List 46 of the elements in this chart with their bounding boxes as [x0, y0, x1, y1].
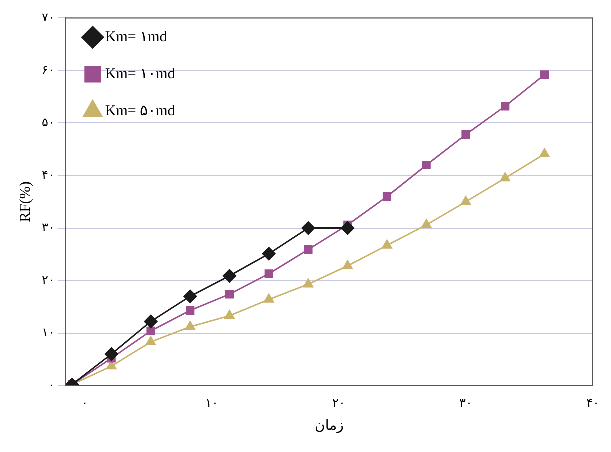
x-tick-label: ۳۰	[460, 396, 472, 410]
point	[262, 247, 276, 261]
point	[342, 260, 353, 270]
point	[264, 294, 274, 303]
point	[224, 310, 235, 320]
point	[264, 270, 274, 278]
y-tick-label: ۷۰	[42, 10, 55, 24]
point	[501, 102, 510, 111]
y-axis-title: RF(%)	[18, 182, 34, 222]
point	[304, 246, 313, 254]
legend-label: Km= ۱۰md	[105, 66, 176, 82]
x-tick-label: ۴۰	[586, 396, 600, 410]
point	[422, 219, 432, 228]
point	[146, 336, 156, 346]
point	[186, 306, 195, 315]
point	[462, 130, 470, 140]
y-tick-label: ۵۰	[42, 115, 55, 130]
point	[540, 70, 550, 80]
point	[341, 222, 355, 236]
legend-label: Km= ۵۰md	[105, 103, 176, 120]
y-tick-label: ۲۰	[42, 272, 55, 287]
point	[222, 269, 236, 283]
y-tick-label: ۰	[48, 378, 55, 392]
point	[540, 148, 550, 158]
point	[302, 222, 316, 236]
x-tick-label: ۰	[82, 396, 88, 410]
point	[144, 314, 158, 328]
point	[460, 196, 472, 206]
point	[225, 290, 234, 299]
point	[185, 321, 196, 330]
point	[146, 326, 156, 336]
x-tick-label: ۱۰	[206, 396, 218, 410]
point	[422, 160, 431, 170]
point	[184, 290, 198, 304]
point	[500, 172, 510, 182]
x-tick-label: ۲۰	[332, 396, 346, 410]
y-tick-label: ۳۰	[42, 220, 55, 234]
point	[303, 278, 314, 288]
point	[382, 240, 392, 249]
legend-label: Km= ۱md	[105, 29, 168, 46]
y-tick-label: ۶۰	[42, 62, 55, 77]
x-axis-title: زمان	[315, 418, 344, 434]
y-tick-label: ۴۰	[42, 168, 55, 182]
point	[382, 192, 392, 202]
point	[104, 348, 118, 362]
y-tick-label: ۱۰	[42, 325, 55, 340]
